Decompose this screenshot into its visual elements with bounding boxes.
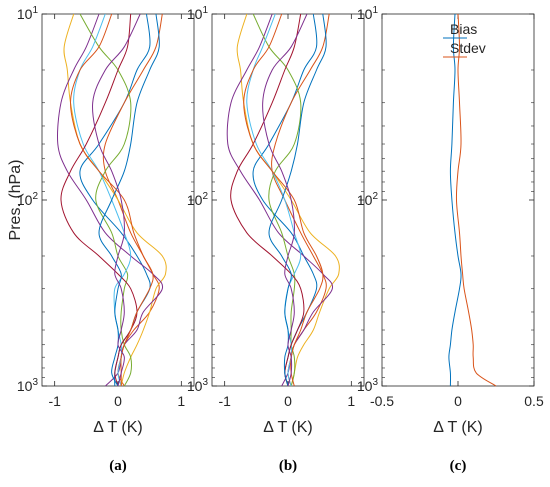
panel-b-series-line-5 bbox=[252, 13, 302, 387]
panel-c: 101 102 103-0.5 0 0.5 Δ T (K) (c) Bias Stdev bbox=[357, 5, 544, 474]
panel-a-series-line-6 bbox=[73, 13, 132, 387]
panel-a-x-tick-label: -1 bbox=[48, 393, 61, 409]
panel-a-series-line-10 bbox=[92, 13, 141, 387]
panel-a-x-tick-label: 0 bbox=[114, 393, 122, 409]
panel-a-series-line-1 bbox=[79, 13, 151, 387]
panel-c-y-tick-label: 103 bbox=[357, 377, 379, 394]
panel-c-legend: Bias Stdev bbox=[443, 21, 486, 58]
panel-c-caption: (c) bbox=[450, 458, 467, 474]
panel-c-x-tick-label: -0.5 bbox=[370, 393, 394, 409]
panel-b-series-line-9 bbox=[243, 13, 324, 387]
panel-a-y-tick-label: 103 bbox=[17, 377, 39, 394]
panel-c-series-line-1 bbox=[448, 13, 462, 387]
panel-a-series-line-7 bbox=[60, 13, 138, 387]
legend-stdev-label: Stdev bbox=[450, 40, 486, 56]
panel-b-series-line-10 bbox=[262, 13, 308, 387]
panel-a-caption: (a) bbox=[109, 458, 127, 474]
panel-b-x-tick-label: 0 bbox=[284, 393, 292, 409]
panel-a-series-line-8 bbox=[98, 13, 160, 387]
y-axis-label: Pres. (hPa) bbox=[7, 160, 24, 241]
panel-a: 101 102 103 -1 0 1 Δ T (K) (a) bbox=[17, 5, 195, 474]
panel-c-x-tick-label: 0 bbox=[454, 393, 462, 409]
panel-b-y-tick-label: 102 bbox=[187, 191, 209, 208]
panel-a-series-line-3 bbox=[63, 13, 167, 387]
panel-b-series-line-7 bbox=[230, 13, 305, 387]
panel-b-x-tick-label: -1 bbox=[218, 393, 231, 409]
panel-b-x-tick-label: 1 bbox=[347, 393, 355, 409]
legend-bias-label: Bias bbox=[450, 21, 477, 37]
panel-b-y-tick-label: 103 bbox=[187, 377, 209, 394]
panel-b-y-tick-label: 101 bbox=[187, 5, 209, 22]
panel-b-series-line-6 bbox=[246, 13, 302, 387]
panel-c-y-tick-label: 101 bbox=[357, 5, 379, 22]
panel-b-series-line-8 bbox=[268, 13, 327, 387]
panel-c-plot-area: 101 102 103-0.5 0 0.5 bbox=[357, 5, 544, 409]
panel-a-x-axis-label: Δ T (K) bbox=[93, 419, 143, 436]
panel-b-plot-area: 101 102 103 -1 0 1 bbox=[187, 5, 365, 409]
panel-a-plot-area: 101 102 103 -1 0 1 bbox=[17, 5, 195, 409]
panel-a-y-tick-label: 101 bbox=[17, 5, 39, 22]
panel-a-series-line-9 bbox=[69, 13, 154, 386]
panel-a-y-tick-label: 102 bbox=[17, 191, 39, 208]
panel-b-series-line-3 bbox=[236, 13, 340, 387]
panel-c-series-line-2 bbox=[455, 13, 497, 387]
panel-b-caption: (b) bbox=[279, 458, 297, 474]
panel-a-series-line-4 bbox=[57, 13, 164, 387]
panel-c-x-tick-label: 0.5 bbox=[524, 393, 544, 409]
panel-c-y-tick-label: 102 bbox=[357, 191, 379, 208]
panel-a-x-tick-label: 1 bbox=[177, 393, 185, 409]
panel-b: 101 102 103 -1 0 1 Δ T (K) (b) bbox=[187, 5, 365, 474]
panel-b-x-axis-label: Δ T (K) bbox=[263, 419, 313, 436]
panel-c-x-axis-label: Δ T (K) bbox=[433, 419, 483, 436]
